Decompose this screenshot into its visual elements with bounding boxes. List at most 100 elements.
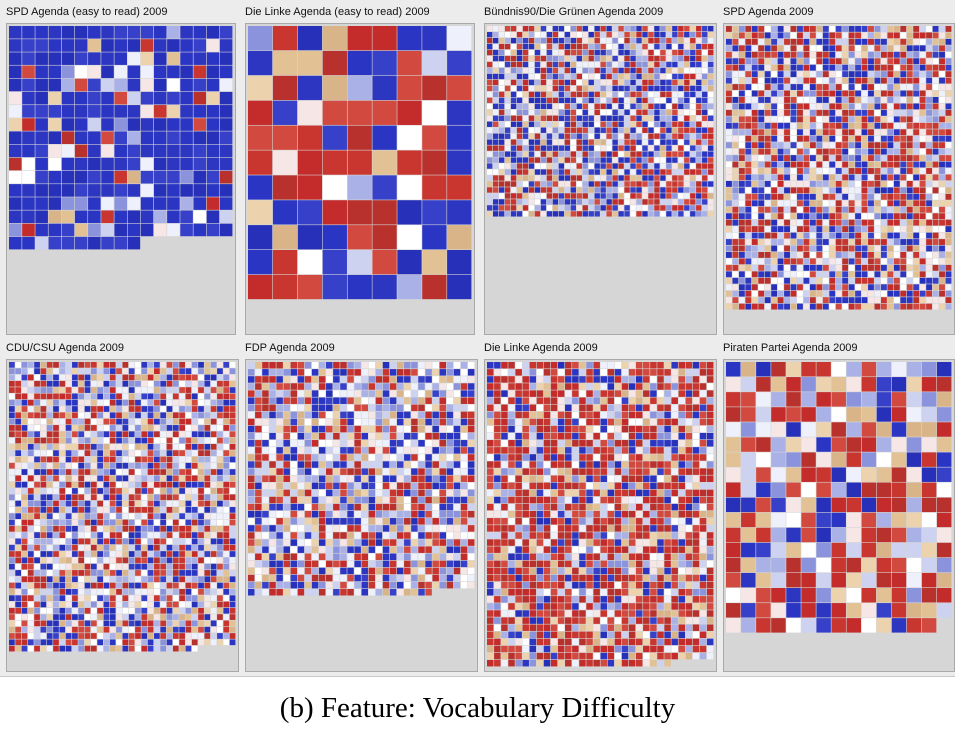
heatmap-cell	[48, 197, 62, 210]
heatmap-cell	[887, 264, 894, 271]
heatmap-cell	[180, 91, 193, 105]
heatmap-cell	[771, 180, 778, 187]
heatmap-cell	[594, 97, 600, 104]
heatmap-cell	[140, 157, 154, 171]
heatmap-cell	[166, 475, 173, 482]
heatmap-cell	[116, 475, 122, 482]
heatmap-cell	[558, 73, 565, 80]
heatmap-cell	[9, 144, 22, 158]
heatmap-cell	[21, 614, 28, 620]
heatmap-cell	[21, 570, 28, 576]
heatmap-cell	[153, 52, 167, 65]
heatmap-cell	[861, 38, 868, 45]
heatmap-cell	[516, 157, 523, 163]
heatmap-cell	[771, 71, 778, 78]
heatmap-cell	[648, 115, 654, 121]
heatmap-cell	[540, 175, 547, 181]
heatmap-cell	[558, 97, 565, 104]
heatmap-cell	[582, 139, 588, 145]
heatmap-cell	[135, 639, 141, 646]
heatmap-cell	[22, 223, 35, 237]
heatmap-cell	[65, 633, 72, 639]
heatmap-cell	[790, 219, 797, 226]
heatmap-cell	[764, 135, 771, 142]
heatmap-cell	[276, 362, 283, 369]
heatmap-cell	[758, 219, 765, 226]
heatmap-cell	[855, 71, 861, 78]
heatmap-cell	[9, 437, 15, 444]
heatmap-cell	[874, 103, 881, 110]
heatmap-cell	[600, 145, 606, 151]
heatmap-cell	[678, 139, 684, 145]
heatmap-cell	[185, 380, 192, 387]
heatmap-cell	[193, 78, 207, 92]
heatmap-cell	[206, 91, 220, 105]
heatmap-cell	[732, 239, 739, 245]
heatmap-cell	[726, 303, 732, 310]
heatmap-cell	[751, 232, 758, 239]
heatmap-cell	[945, 297, 952, 304]
heatmap-cell	[648, 121, 654, 127]
heatmap-cell	[217, 374, 223, 381]
heatmap-cell	[874, 168, 881, 174]
heatmap-cell	[816, 148, 823, 155]
heatmap-cell	[141, 399, 148, 406]
heatmap-cell	[492, 26, 499, 32]
heatmap-cell	[15, 532, 22, 538]
heatmap-cell	[487, 187, 493, 193]
heatmap-cell	[72, 469, 78, 475]
heatmap-cell	[46, 425, 53, 431]
heatmap-cell	[582, 211, 588, 217]
heatmap-cell	[552, 175, 559, 181]
heatmap-cell	[154, 488, 160, 494]
heatmap-cell	[223, 475, 230, 482]
heatmap-cell	[128, 374, 135, 381]
heatmap-cell	[606, 211, 612, 217]
heatmap-cell	[666, 127, 672, 133]
heatmap-cell	[726, 264, 732, 271]
heatmap-cell	[88, 78, 101, 92]
heatmap-cell	[103, 513, 110, 520]
heatmap-cell	[874, 84, 881, 90]
heatmap-cell	[53, 374, 59, 381]
heatmap-cell	[880, 90, 887, 97]
heatmap-cell	[630, 151, 636, 157]
heatmap-cell	[160, 633, 167, 639]
heatmap-cell	[809, 239, 816, 245]
heatmap-cell	[594, 26, 600, 32]
heatmap-cell	[191, 399, 198, 406]
heatmap-cell	[855, 232, 861, 239]
heatmap-cell	[122, 513, 129, 520]
heatmap-cell	[65, 544, 72, 551]
heatmap-cell	[939, 200, 945, 207]
heatmap-cell	[204, 633, 211, 639]
heatmap-cell	[945, 45, 952, 52]
heatmap-cell	[172, 639, 179, 646]
heatmap-cell	[27, 469, 34, 475]
heatmap-cell	[868, 271, 874, 278]
heatmap-cell	[229, 513, 236, 520]
heatmap-cell	[540, 127, 547, 133]
heatmap-cell	[906, 252, 913, 258]
heatmap-cell	[40, 576, 47, 583]
heatmap-cell	[15, 582, 22, 589]
heatmap-cell	[790, 271, 797, 278]
heatmap-cell	[913, 38, 920, 45]
heatmap-cell	[40, 639, 47, 646]
heatmap-cell	[48, 105, 62, 118]
heatmap-cell	[487, 91, 493, 98]
heatmap-cell	[919, 97, 926, 103]
heatmap-cell	[726, 193, 732, 200]
heatmap-cell	[141, 500, 148, 507]
heatmap-cell	[777, 142, 784, 149]
heatmap-cell	[939, 180, 945, 187]
heatmap-cell	[229, 406, 236, 412]
heatmap-cell	[588, 139, 594, 145]
heatmap-cell	[624, 127, 630, 133]
heatmap-cell	[65, 582, 72, 589]
heatmap-cell	[206, 223, 220, 237]
heatmap-cell	[708, 175, 714, 181]
heatmap-cell	[797, 187, 803, 194]
heatmap-cell	[21, 582, 28, 589]
heatmap-cell	[114, 157, 127, 171]
